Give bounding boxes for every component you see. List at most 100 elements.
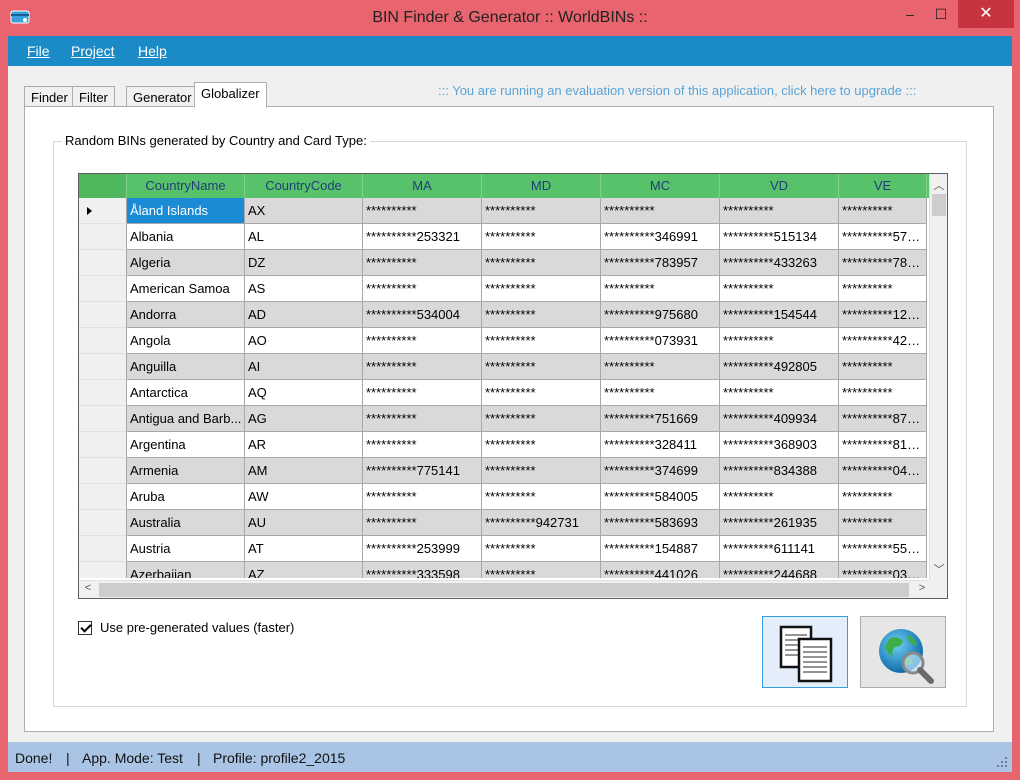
cell-md[interactable]: ********** <box>482 458 601 484</box>
cell-mc[interactable]: **********441026 <box>601 562 720 578</box>
cell-mc[interactable]: **********346991 <box>601 224 720 250</box>
table-row[interactable]: Andorra AD **********534004 ********** *****… <box>79 302 929 328</box>
vertical-scroll-thumb[interactable] <box>932 194 946 216</box>
column-header-ve[interactable]: VE <box>839 174 927 198</box>
cell-country-code[interactable]: AS <box>245 276 363 302</box>
row-header[interactable] <box>79 562 127 578</box>
cell-ve[interactable]: ********** <box>839 380 927 406</box>
cell-country-name[interactable]: Antarctica <box>127 380 245 406</box>
cell-vd[interactable]: **********433263 <box>720 250 839 276</box>
cell-ve[interactable]: **********42535 <box>839 328 927 354</box>
cell-vd[interactable]: **********492805 <box>720 354 839 380</box>
cell-ma[interactable]: ********** <box>363 406 482 432</box>
cell-ma[interactable]: **********253321 <box>363 224 482 250</box>
cell-mc[interactable]: **********975680 <box>601 302 720 328</box>
tab-generator[interactable]: Generator <box>126 86 199 108</box>
cell-country-code[interactable]: AI <box>245 354 363 380</box>
cell-ve[interactable]: ********** <box>839 510 927 536</box>
row-header[interactable] <box>79 458 127 484</box>
cell-country-name[interactable]: Austria <box>127 536 245 562</box>
table-row[interactable]: Australia AU ********** **********942731 ***… <box>79 510 929 536</box>
cell-vd[interactable]: **********611141 <box>720 536 839 562</box>
tab-finder[interactable]: Finder <box>24 86 75 108</box>
cell-md[interactable]: ********** <box>482 562 601 578</box>
cell-ma[interactable]: ********** <box>363 198 482 224</box>
cell-country-name[interactable]: Azerbaijan <box>127 562 245 578</box>
column-header-md[interactable]: MD <box>482 174 601 198</box>
cell-country-name[interactable]: Australia <box>127 510 245 536</box>
cell-mc[interactable]: **********751669 <box>601 406 720 432</box>
column-header-countryname[interactable]: CountryName <box>127 174 245 198</box>
globalize-button[interactable] <box>860 616 946 688</box>
cell-country-name[interactable]: Argentina <box>127 432 245 458</box>
maximize-button[interactable]: ☐ <box>934 6 948 22</box>
cell-vd[interactable]: **********834388 <box>720 458 839 484</box>
cell-mc[interactable]: **********783957 <box>601 250 720 276</box>
table-row[interactable]: Austria AT **********253999 ********** *****… <box>79 536 929 562</box>
cell-mc[interactable]: **********328411 <box>601 432 720 458</box>
cell-ve[interactable]: **********55818 <box>839 536 927 562</box>
cell-ma[interactable]: **********253999 <box>363 536 482 562</box>
table-row[interactable]: Argentina AR ********** ********** *********… <box>79 432 929 458</box>
cell-ve[interactable]: **********03106 <box>839 562 927 578</box>
scroll-down-icon[interactable]: ﹀ <box>933 564 945 576</box>
cell-md[interactable]: **********942731 <box>482 510 601 536</box>
row-header[interactable] <box>79 536 127 562</box>
cell-ma[interactable]: **********333598 <box>363 562 482 578</box>
cell-mc[interactable]: ********** <box>601 198 720 224</box>
cell-ve[interactable]: **********57347 <box>839 224 927 250</box>
table-row[interactable]: Anguilla AI ********** ********** **********… <box>79 354 929 380</box>
cell-mc[interactable]: ********** <box>601 380 720 406</box>
cell-ma[interactable]: ********** <box>363 380 482 406</box>
cell-vd[interactable]: ********** <box>720 380 839 406</box>
cell-ma[interactable]: ********** <box>363 328 482 354</box>
pregenerated-checkbox[interactable] <box>78 620 92 635</box>
table-row[interactable]: Antigua and Barb... AG ********** *********… <box>79 406 929 432</box>
table-row[interactable]: Angola AO ********** ********** **********07… <box>79 328 929 354</box>
upgrade-link[interactable]: ::: You are running an evaluation versio… <box>438 83 917 98</box>
scroll-right-icon[interactable]: > <box>918 582 926 594</box>
cell-mc[interactable]: **********154887 <box>601 536 720 562</box>
cell-country-name[interactable]: Albania <box>127 224 245 250</box>
row-header[interactable] <box>79 380 127 406</box>
cell-vd[interactable]: ********** <box>720 198 839 224</box>
cell-md[interactable]: ********** <box>482 328 601 354</box>
cell-vd[interactable]: **********368903 <box>720 432 839 458</box>
cell-vd[interactable]: ********** <box>720 328 839 354</box>
cell-ma[interactable]: ********** <box>363 432 482 458</box>
cell-country-name[interactable]: Andorra <box>127 302 245 328</box>
column-header-mc[interactable]: MC <box>601 174 720 198</box>
cell-ve[interactable]: **********81311 <box>839 432 927 458</box>
scroll-left-icon[interactable]: < <box>84 582 92 594</box>
table-row[interactable]: American Samoa AS ********** ********** ****… <box>79 276 929 302</box>
cell-country-code[interactable]: AT <box>245 536 363 562</box>
cell-country-code[interactable]: AD <box>245 302 363 328</box>
horizontal-scroll-thumb[interactable] <box>99 583 909 597</box>
pregenerated-checkbox-row[interactable]: Use pre-generated values (faster) <box>78 620 294 635</box>
cell-md[interactable]: ********** <box>482 536 601 562</box>
tab-filter[interactable]: Filter <box>72 86 115 108</box>
row-header[interactable] <box>79 250 127 276</box>
cell-ve[interactable]: ********** <box>839 276 927 302</box>
cell-country-name[interactable]: Anguilla <box>127 354 245 380</box>
title-bar[interactable]: BIN Finder & Generator :: WorldBINs :: –… <box>0 0 1020 36</box>
cell-ma[interactable]: ********** <box>363 250 482 276</box>
row-header[interactable] <box>79 432 127 458</box>
cell-mc[interactable]: **********583693 <box>601 510 720 536</box>
cell-mc[interactable]: ********** <box>601 354 720 380</box>
cell-md[interactable]: ********** <box>482 224 601 250</box>
table-row[interactable]: Armenia AM **********775141 ********** *****… <box>79 458 929 484</box>
table-row[interactable]: Algeria DZ ********** ********** **********7… <box>79 250 929 276</box>
cell-vd[interactable]: **********244688 <box>720 562 839 578</box>
cell-mc[interactable]: ********** <box>601 276 720 302</box>
row-header[interactable] <box>79 510 127 536</box>
cell-ve[interactable]: ********** <box>839 354 927 380</box>
row-header[interactable] <box>79 354 127 380</box>
cell-country-code[interactable]: AG <box>245 406 363 432</box>
cell-country-code[interactable]: DZ <box>245 250 363 276</box>
cell-country-name[interactable]: Åland Islands <box>127 198 245 224</box>
menu-help[interactable]: Help <box>138 43 167 59</box>
cell-ve[interactable]: **********78668 <box>839 250 927 276</box>
row-header[interactable] <box>79 276 127 302</box>
cell-country-name[interactable]: Armenia <box>127 458 245 484</box>
